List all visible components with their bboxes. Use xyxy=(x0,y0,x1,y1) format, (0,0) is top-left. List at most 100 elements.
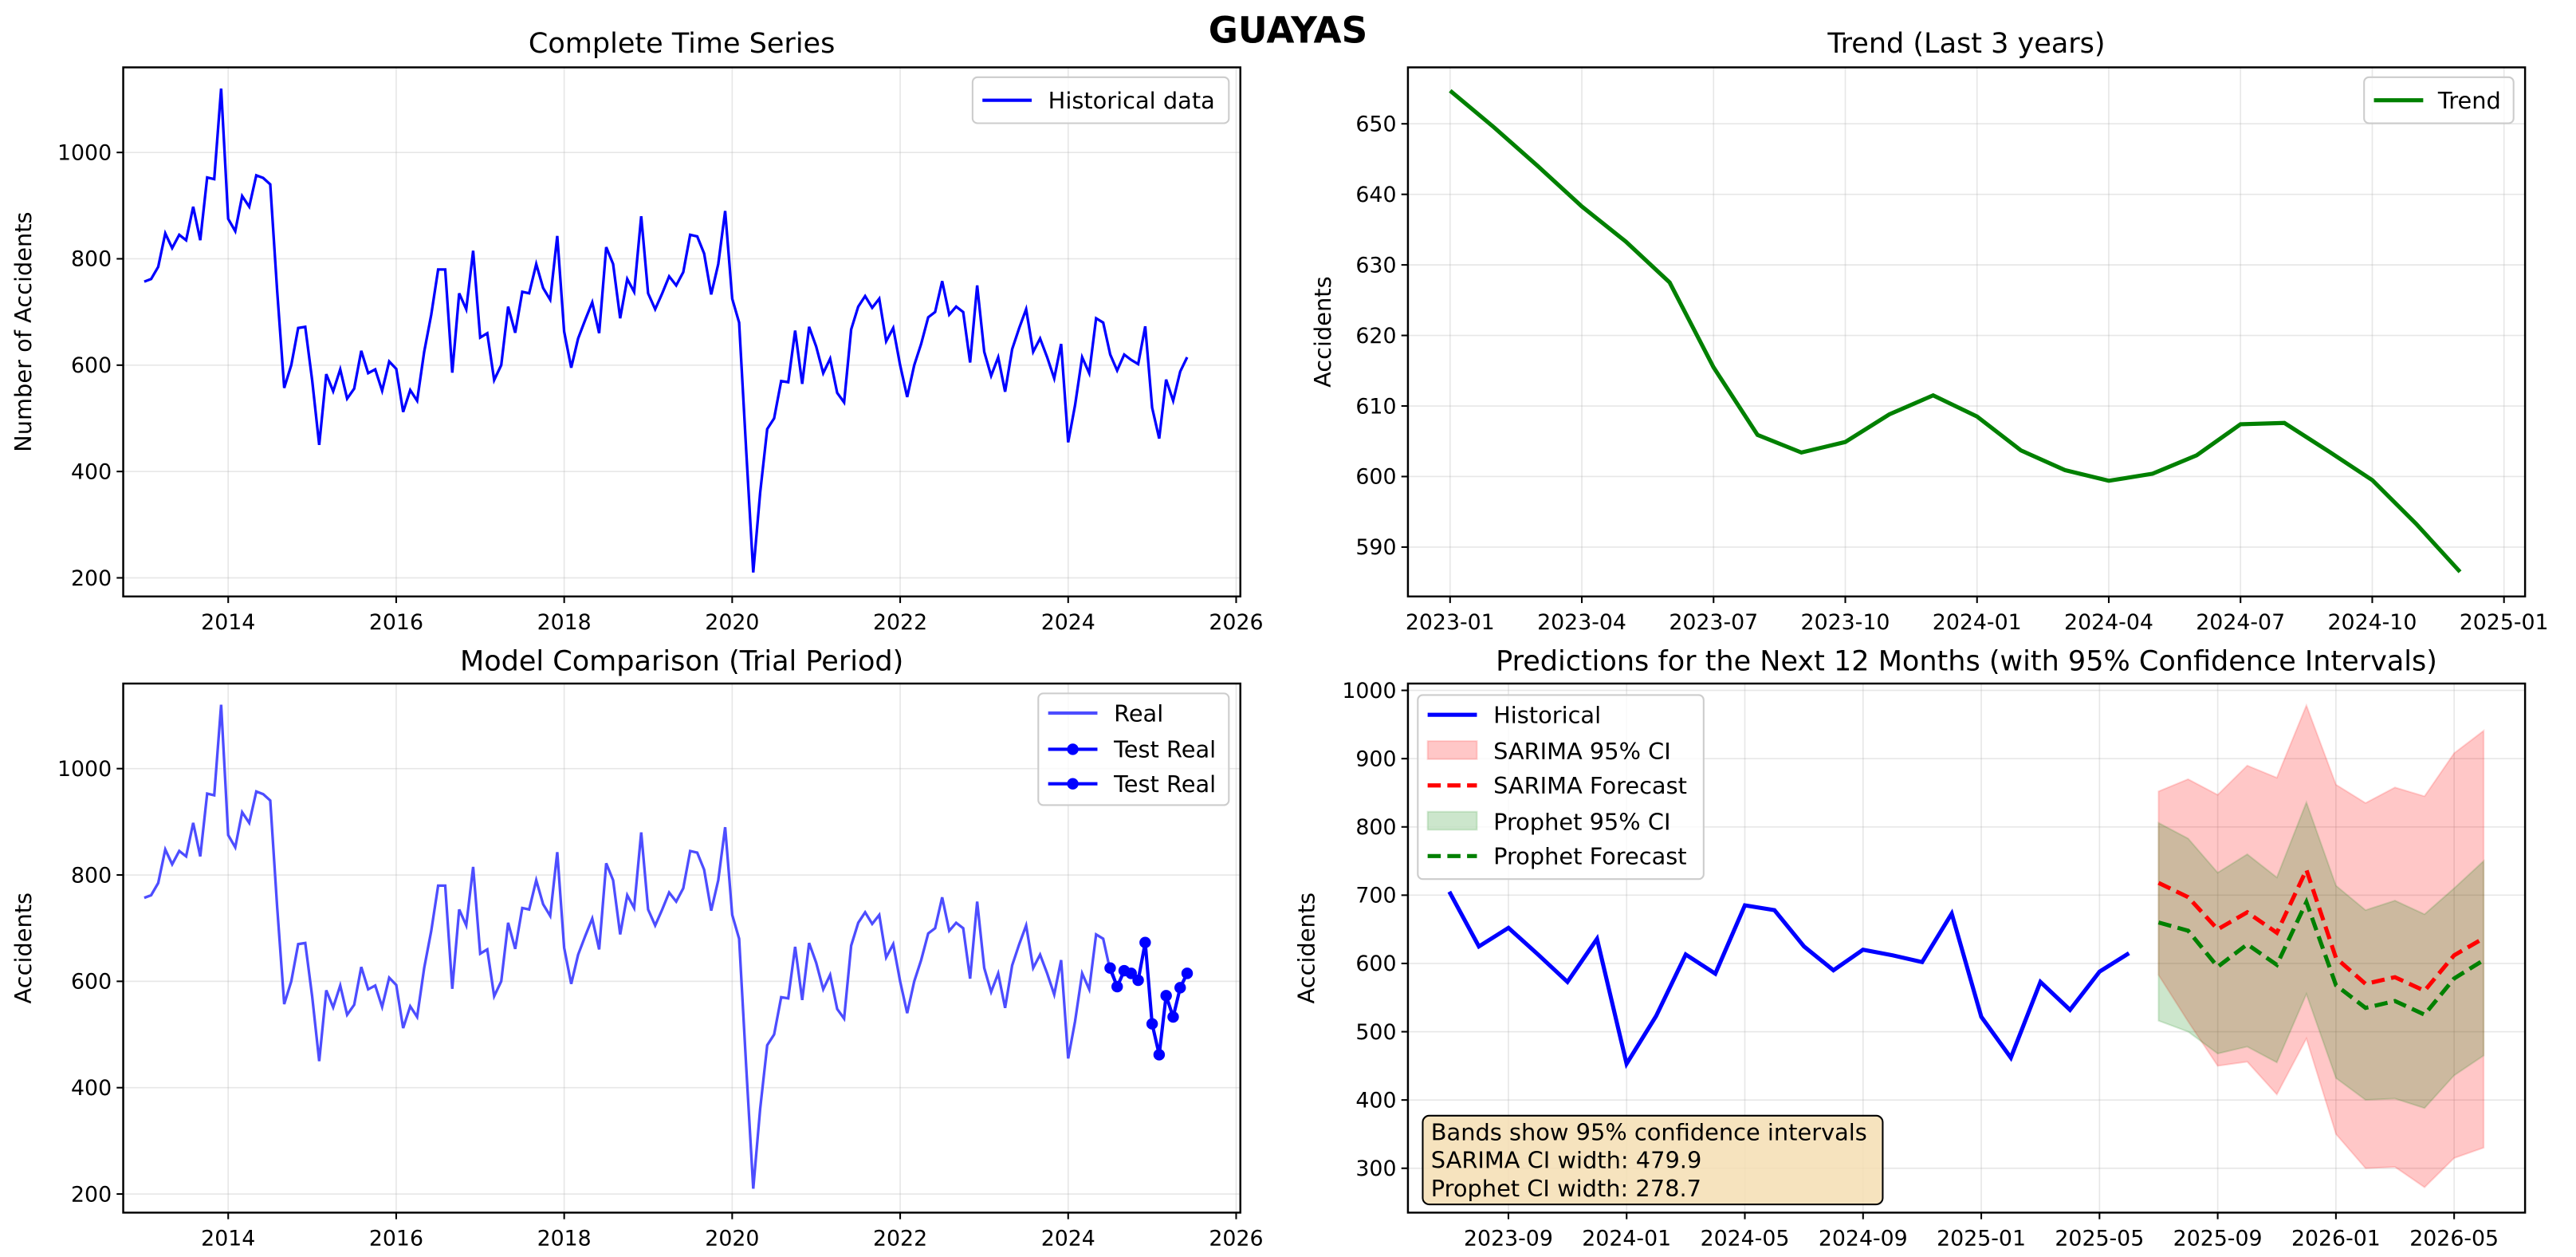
legend-marker xyxy=(1067,778,1079,790)
legend: Historical SARIMA 95% CI SARIMA Forecast… xyxy=(1417,694,1705,881)
x-tick-label: 2018 xyxy=(537,610,592,635)
legend-label: Real xyxy=(1114,699,1163,727)
legend-swatch-sarima-ci xyxy=(1426,740,1478,760)
y-axis-label: Accidents xyxy=(1309,276,1336,388)
x-tick-label: 2022 xyxy=(873,1227,927,1251)
sarima-forecast-line xyxy=(2157,864,2485,994)
y-tick-label: 600 xyxy=(71,970,112,995)
test-real-marker xyxy=(1139,936,1151,948)
y-tick-label: 800 xyxy=(71,863,112,888)
panel-title: Complete Time Series xyxy=(529,27,835,60)
x-tick-label: 2014 xyxy=(201,1227,255,1251)
prophet-ci-band xyxy=(2157,800,2485,1109)
x-tick-label: 2020 xyxy=(705,610,759,635)
x-tick-label: 2025-09 xyxy=(2173,1227,2263,1251)
y-axis-label: Number of Accidents xyxy=(10,211,37,451)
x-tick-label: 2023-10 xyxy=(1801,610,1890,635)
x-ticks: 2023-09 2024-01 2024-05 2024-09 2025-01 2025-… xyxy=(1464,1212,2499,1251)
legend-swatch-prophet-ci xyxy=(1426,810,1478,831)
x-tick-label: 2023-07 xyxy=(1669,610,1758,635)
test-real-marker xyxy=(1181,967,1194,979)
test-real-marker xyxy=(1125,967,1137,979)
test-real-marker xyxy=(1153,1049,1166,1061)
y-tick-label: 300 xyxy=(1355,1157,1396,1181)
y-tick-label: 400 xyxy=(71,1076,112,1101)
test-real-marker xyxy=(1146,1018,1158,1030)
legend-label: Trend xyxy=(2437,87,2501,114)
y-tick-label: 600 xyxy=(71,353,112,378)
test-real-marker xyxy=(1167,1011,1179,1023)
y-axis-label: Accidents xyxy=(1292,893,1319,1004)
suptitle: GUAYAS xyxy=(1209,10,1368,52)
y-tick-label: 640 xyxy=(1355,183,1396,207)
x-tick-label: 2024-10 xyxy=(2328,610,2417,635)
x-tick-label: 2022 xyxy=(873,610,927,635)
legend: Trend xyxy=(2363,76,2515,124)
gridlines xyxy=(1407,67,2526,597)
annotation-line: Prophet CI width: 278.7 xyxy=(1431,1175,1701,1202)
panel-title: Model Comparison (Trial Period) xyxy=(460,645,903,678)
legend-label: Test Real xyxy=(1113,770,1216,798)
x-tick-label: 2023-09 xyxy=(1464,1227,1553,1251)
test-real-line xyxy=(1108,942,1189,1055)
y-ticks: 200 400 600 800 1000 xyxy=(57,757,124,1207)
historical-line xyxy=(1447,890,2130,1070)
x-tick-label: 2024-05 xyxy=(1701,1227,1790,1251)
test-real-markers xyxy=(1104,936,1194,1061)
y-tick-label: 400 xyxy=(1355,1088,1396,1113)
test-real-marker xyxy=(1104,962,1116,974)
x-tick-label: 2024-09 xyxy=(1819,1227,1908,1251)
annotation-line: Bands show 95% confidence intervals xyxy=(1431,1119,1867,1146)
real-line xyxy=(144,704,1189,1189)
panel-complete-time-series: Complete Time Series 200 400 600 800 1000 20… xyxy=(10,27,1263,635)
x-tick-label: 2025-01 xyxy=(1937,1227,2026,1251)
prophet-forecast-line xyxy=(2157,896,2485,1018)
x-tick-label: 2025-05 xyxy=(2055,1227,2144,1251)
ci-annotation-box: Bands show 95% confidence intervals SARI… xyxy=(1422,1114,1884,1206)
legend-label: Test Real xyxy=(1113,736,1216,763)
y-tick-label: 620 xyxy=(1355,324,1396,349)
x-tick-label: 2024-01 xyxy=(1933,610,2022,635)
x-tick-label: 2016 xyxy=(369,1227,423,1251)
x-tick-label: 2024 xyxy=(1041,610,1095,635)
y-tick-label: 200 xyxy=(71,1182,112,1207)
y-tick-label: 630 xyxy=(1355,253,1396,278)
y-tick-label: 590 xyxy=(1355,535,1396,560)
y-ticks: 300 400 500 600 700 800 900 1000 xyxy=(1342,679,1408,1181)
y-tick-label: 500 xyxy=(1355,1020,1396,1045)
x-tick-label: 2024 xyxy=(1041,1227,1095,1251)
y-tick-label: 650 xyxy=(1355,112,1396,136)
panel-trend: Trend (Last 3 years) 590 600 610 620 630 640 6… xyxy=(1309,27,2549,635)
axes-frame xyxy=(1406,682,2527,1214)
y-tick-label: 1000 xyxy=(1342,679,1396,703)
panel-title: Predictions for the Next 12 Months (with… xyxy=(1496,645,2437,678)
panel-title: Trend (Last 3 years) xyxy=(1827,27,2105,60)
axes-frame xyxy=(1406,66,2527,598)
y-tick-label: 700 xyxy=(1355,884,1396,908)
legend-label: Historical data xyxy=(1048,87,1215,114)
test-real-marker xyxy=(1111,980,1123,993)
y-tick-label: 800 xyxy=(71,247,112,272)
legend-marker xyxy=(1067,743,1079,755)
legend-label: Prophet Forecast xyxy=(1493,843,1687,870)
x-tick-label: 2026-01 xyxy=(2291,1227,2381,1251)
x-tick-label: 2023-01 xyxy=(1406,610,1495,635)
x-tick-label: 2018 xyxy=(537,1227,592,1251)
y-tick-label: 400 xyxy=(71,459,112,484)
x-tick-label: 2024-04 xyxy=(2064,610,2153,635)
y-ticks: 200 400 600 800 1000 xyxy=(57,140,124,591)
legend-label: Historical xyxy=(1493,701,1601,728)
y-tick-label: 600 xyxy=(1355,952,1396,976)
x-tick-label: 2020 xyxy=(705,1227,759,1251)
legend-label: Prophet 95% CI xyxy=(1493,808,1670,835)
y-tick-label: 600 xyxy=(1355,465,1396,490)
test-real-marker xyxy=(1160,990,1172,1002)
test-real-marker xyxy=(1132,974,1144,987)
y-tick-label: 900 xyxy=(1355,747,1396,771)
y-tick-label: 200 xyxy=(71,566,112,591)
trend-line xyxy=(1449,89,2462,573)
x-ticks: 2014 2016 2018 2020 2022 2024 2026 xyxy=(201,596,1264,635)
y-tick-label: 1000 xyxy=(57,757,112,782)
x-tick-label: 2024-07 xyxy=(2196,610,2285,635)
